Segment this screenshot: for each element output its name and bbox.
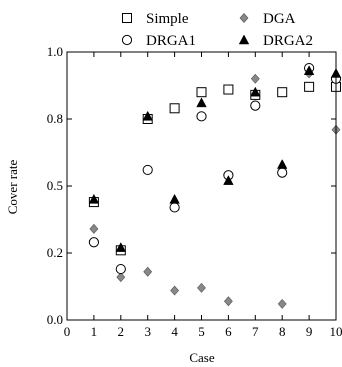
data-point-drga1: [169, 202, 180, 213]
plot-area: [88, 62, 342, 309]
y-axis-label: Cover rate: [5, 160, 20, 215]
data-point-simple: [196, 87, 207, 98]
data-point-dga: [89, 223, 99, 234]
x-tick-label: 0: [64, 324, 71, 339]
y-tick-label: 1.0: [47, 44, 63, 59]
series-simple: [88, 81, 341, 256]
x-tick-label: 8: [279, 324, 286, 339]
data-point-dga: [250, 73, 260, 84]
y-tick-label: 0.8: [47, 111, 63, 126]
data-point-dga: [170, 285, 180, 296]
data-point-simple: [169, 103, 180, 114]
x-tick-label: 10: [330, 324, 342, 339]
y-tick-label: 0.5: [47, 178, 63, 193]
data-point-dga: [143, 266, 153, 277]
x-tick-label: 3: [144, 324, 151, 339]
legend-label-drga1: DRGA1: [146, 33, 196, 49]
legend-label-drga2: DRGA2: [263, 33, 313, 49]
series-drga1: [88, 62, 342, 275]
data-point-drga2: [250, 86, 261, 97]
data-point-drga2: [169, 193, 180, 204]
data-point-drga2: [196, 97, 207, 108]
legend-marker-dga: [239, 13, 249, 23]
legend-label-dga: DGA: [263, 11, 296, 27]
data-point-drga2: [303, 65, 315, 76]
data-point-simple: [304, 81, 315, 92]
x-tick-label: 6: [225, 324, 232, 339]
x-axis-label: Case: [189, 350, 215, 365]
data-point-drga2: [115, 242, 127, 252]
data-point-simple: [223, 84, 234, 95]
data-point-drga1: [250, 100, 261, 111]
series-dga: [89, 68, 341, 309]
x-tick-label: 5: [198, 324, 205, 339]
data-point-dga: [223, 296, 233, 307]
data-point-drga2: [223, 175, 234, 185]
data-point-dga: [197, 282, 206, 293]
data-point-drga1: [142, 164, 153, 176]
data-point-simple: [277, 87, 288, 98]
x-tick-label: 1: [91, 324, 98, 339]
data-point-drga1: [277, 167, 288, 178]
data-point-dga: [277, 298, 287, 309]
axes: 0 1 2 3 4 5 6 7 8 9 10 0.0 0.2 0.5 0.8 1.0: [47, 44, 342, 339]
x-tick-label: 2: [118, 324, 125, 339]
x-tick-label: 4: [171, 324, 178, 339]
series-drga2: [88, 65, 342, 252]
legend: Simple DGA DRGA1 DRGA2: [121, 11, 313, 49]
legend-marker-drga1: [121, 34, 133, 46]
data-point-drga2: [276, 159, 288, 169]
y-tick-label: 0.0: [47, 312, 63, 327]
legend-label-simple: Simple: [146, 11, 189, 27]
y-tick-label: 0.2: [47, 245, 63, 260]
x-tick-label: 7: [252, 324, 259, 339]
data-point-drga1: [196, 111, 207, 122]
data-point-drga2: [142, 110, 153, 121]
legend-marker-drga2: [238, 34, 250, 45]
data-point-drga1: [115, 263, 126, 275]
x-tick-label: 9: [306, 324, 313, 339]
data-point-drga2: [88, 193, 100, 204]
data-point-drga1: [88, 237, 100, 248]
legend-marker-simple: [122, 13, 132, 23]
data-point-dga: [116, 272, 126, 283]
